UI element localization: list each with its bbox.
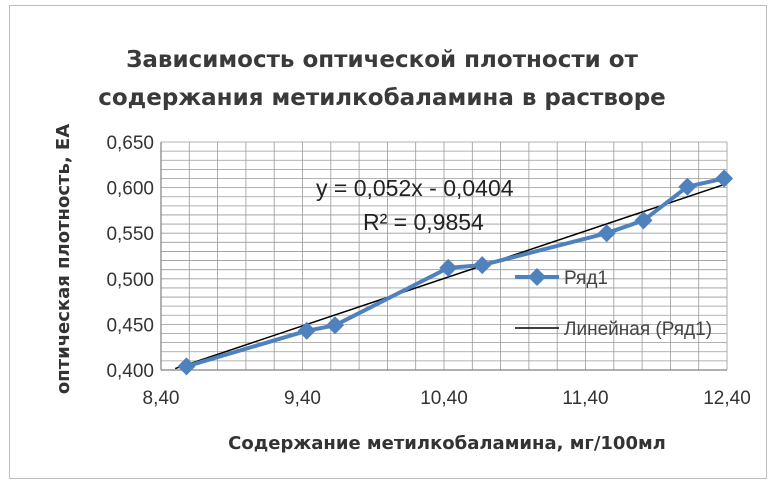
x-tick-labels: 8,40 9,40 10,40 11,40 12,40 bbox=[143, 388, 751, 409]
trendline-line bbox=[174, 182, 728, 370]
legend: Ряд1 Линейная (Ряд1) bbox=[515, 268, 712, 340]
axes bbox=[160, 142, 727, 371]
series-ryad1 bbox=[177, 169, 734, 376]
x-tick-label: 9,40 bbox=[284, 388, 321, 409]
trend-equation: y = 0,052x - 0,0404 bbox=[316, 175, 514, 201]
y-tick-label: 0,500 bbox=[106, 270, 154, 291]
trendline bbox=[174, 182, 728, 370]
data-point bbox=[597, 224, 616, 243]
chart-title-line-2: содержания метилкобаламина в растворе bbox=[98, 85, 666, 111]
legend-label-ryad1: Ряд1 bbox=[564, 268, 608, 289]
x-tick-label: 10,40 bbox=[420, 388, 468, 409]
y-tick-label: 0,400 bbox=[106, 361, 154, 382]
data-point bbox=[634, 211, 653, 230]
data-point bbox=[439, 258, 458, 277]
x-axis-title: Содержание метилкобаламина, мг/100мл bbox=[228, 433, 666, 454]
chart-title-line-1: Зависимость оптической плотности от bbox=[126, 47, 639, 73]
chart: Зависимость оптической плотности от соде… bbox=[53, 47, 751, 454]
y-tick-label: 0,450 bbox=[106, 315, 154, 336]
data-point bbox=[326, 316, 345, 335]
data-point bbox=[177, 357, 196, 376]
y-axis-title: оптическая плотность, ЕА bbox=[53, 124, 74, 394]
legend-label-linear: Линейная (Ряд1) bbox=[564, 319, 712, 340]
data-point bbox=[473, 256, 492, 275]
data-point bbox=[715, 169, 734, 188]
x-tick-label: 12,40 bbox=[703, 388, 751, 409]
y-tick-label: 0,650 bbox=[106, 133, 154, 154]
y-tick-labels: 0,400 0,450 0,500 0,550 0,600 0,650 bbox=[106, 133, 154, 382]
x-tick-label: 8,40 bbox=[143, 388, 180, 409]
y-tick-label: 0,600 bbox=[106, 179, 154, 200]
y-tick-label: 0,550 bbox=[106, 224, 154, 245]
trend-r-squared: R² = 0,9854 bbox=[363, 209, 484, 235]
legend-marker-ryad1 bbox=[528, 268, 546, 286]
x-tick-label: 11,40 bbox=[562, 388, 608, 409]
data-point bbox=[678, 177, 697, 196]
chart-frame: Зависимость оптической плотности от соде… bbox=[9, 5, 767, 479]
data-point bbox=[297, 321, 316, 340]
